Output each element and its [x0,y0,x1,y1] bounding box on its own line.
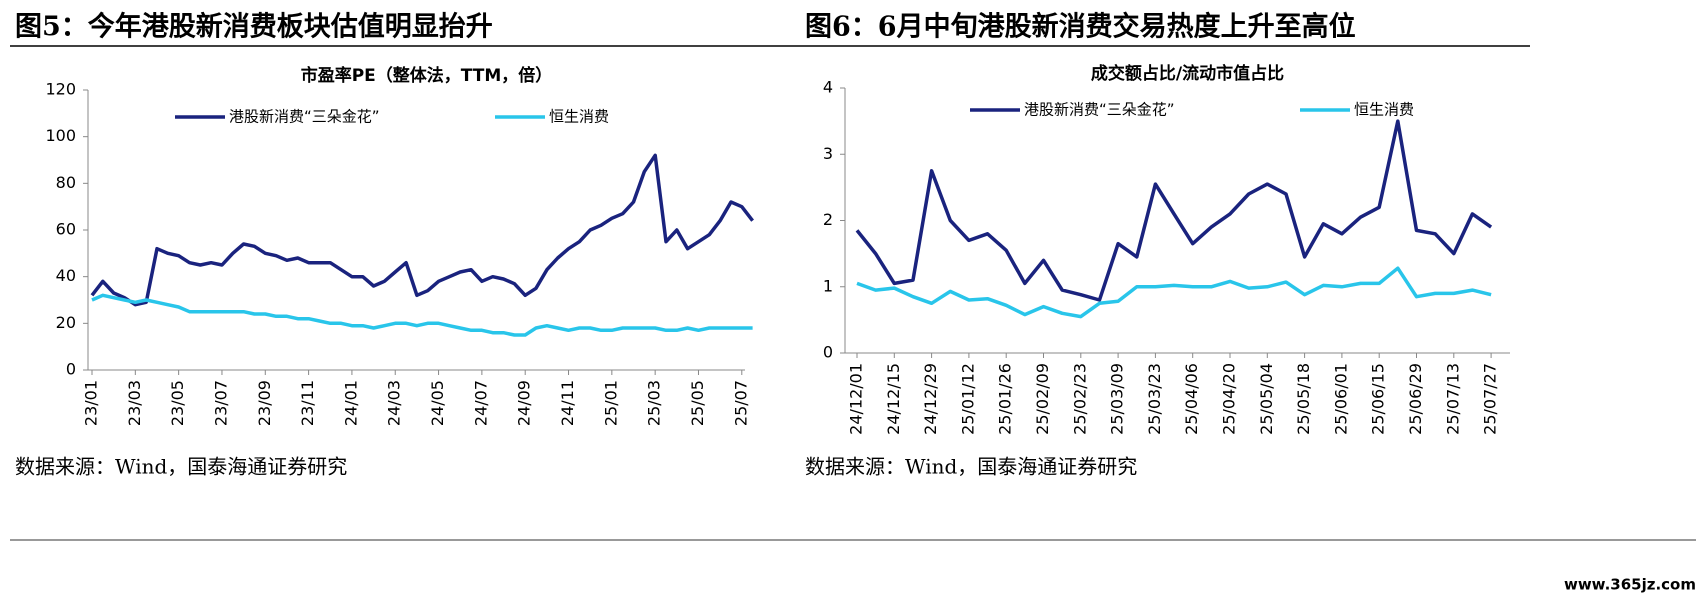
x-tick-label: 25/06/01 [1331,363,1350,435]
data-line [855,119,1493,302]
y-tick-label: 120 [45,80,76,99]
legend-label: 恒生消费 [1354,101,1414,119]
x-tick-label: 24/07 [471,380,490,426]
x-tick-label: 23/03 [125,380,144,426]
y-tick-label: 80 [56,173,76,192]
y-tick-label: 1 [823,276,833,295]
x-tick-label: 24/11 [558,380,577,426]
y-tick-label: 0 [66,360,76,379]
x-tick-label: 25/07/27 [1481,363,1500,435]
chart-title: 成交额占比/流动市值占比 [1091,63,1284,84]
y-tick-label: 0 [823,343,833,362]
x-tick-label: 23/11 [298,380,317,426]
x-tick-label: 24/09 [515,380,534,426]
x-tick-label: 23/01 [82,380,101,426]
y-tick-label: 40 [56,266,76,285]
x-tick-label: 24/01 [341,380,360,426]
data-line [91,293,753,337]
watermark: www.365jz.com [1564,576,1696,594]
y-tick-label: 3 [823,144,833,163]
legend-label: 港股新消费“三朵金花” [229,108,380,126]
figure-title: 图5：今年港股新消费板块估值明显抬升 [15,11,493,43]
x-tick-label: 24/12/29 [921,363,940,435]
x-tick-label: 25/01/12 [958,363,977,435]
x-tick-label: 25/05/18 [1294,363,1313,435]
x-tick-label: 25/06/29 [1406,363,1425,435]
x-tick-label: 25/02/23 [1070,363,1089,435]
x-tick-label: 25/06/15 [1369,363,1388,435]
legend-label: 港股新消费“三朵金花” [1024,101,1175,119]
x-tick-label: 24/12/15 [884,363,903,435]
x-tick-label: 25/04/06 [1182,363,1201,435]
x-tick-label: 24/03 [385,380,404,426]
x-tick-label: 25/05/04 [1257,363,1276,435]
source-note: 数据来源：Wind，国泰海通证券研究 [805,455,1137,479]
chart-title: 市盈率PE（整体法，TTM，倍） [301,65,553,86]
legend-label: 恒生消费 [549,108,609,126]
y-tick-label: 100 [45,126,76,145]
x-tick-label: 25/01/26 [996,363,1015,435]
x-tick-label: 25/03 [645,380,664,426]
data-line [90,153,754,307]
x-tick-label: 23/05 [168,380,187,426]
x-tick-label: 23/07 [211,380,230,426]
y-tick-label: 4 [823,78,833,97]
x-tick-label: 24/05 [428,380,447,426]
source-note: 数据来源：Wind，国泰海通证券研究 [15,455,347,479]
x-tick-label: 25/03/23 [1145,363,1164,435]
x-tick-label: 25/07/13 [1443,363,1462,435]
y-tick-label: 60 [56,220,76,239]
x-tick-label: 25/05 [688,380,707,426]
x-tick-label: 24/12/01 [847,363,866,435]
x-tick-label: 25/03/09 [1108,363,1127,435]
x-tick-label: 25/04/20 [1220,363,1239,435]
x-tick-label: 23/09 [255,380,274,426]
data-line [856,266,1492,319]
figure-title: 图6：6月中旬港股新消费交易热度上升至高位 [805,11,1356,43]
x-tick-label: 25/01 [601,380,620,426]
x-tick-label: 25/07 [731,380,750,426]
x-tick-label: 25/02/09 [1033,363,1052,435]
y-tick-label: 20 [56,313,76,332]
y-tick-label: 2 [823,210,833,229]
